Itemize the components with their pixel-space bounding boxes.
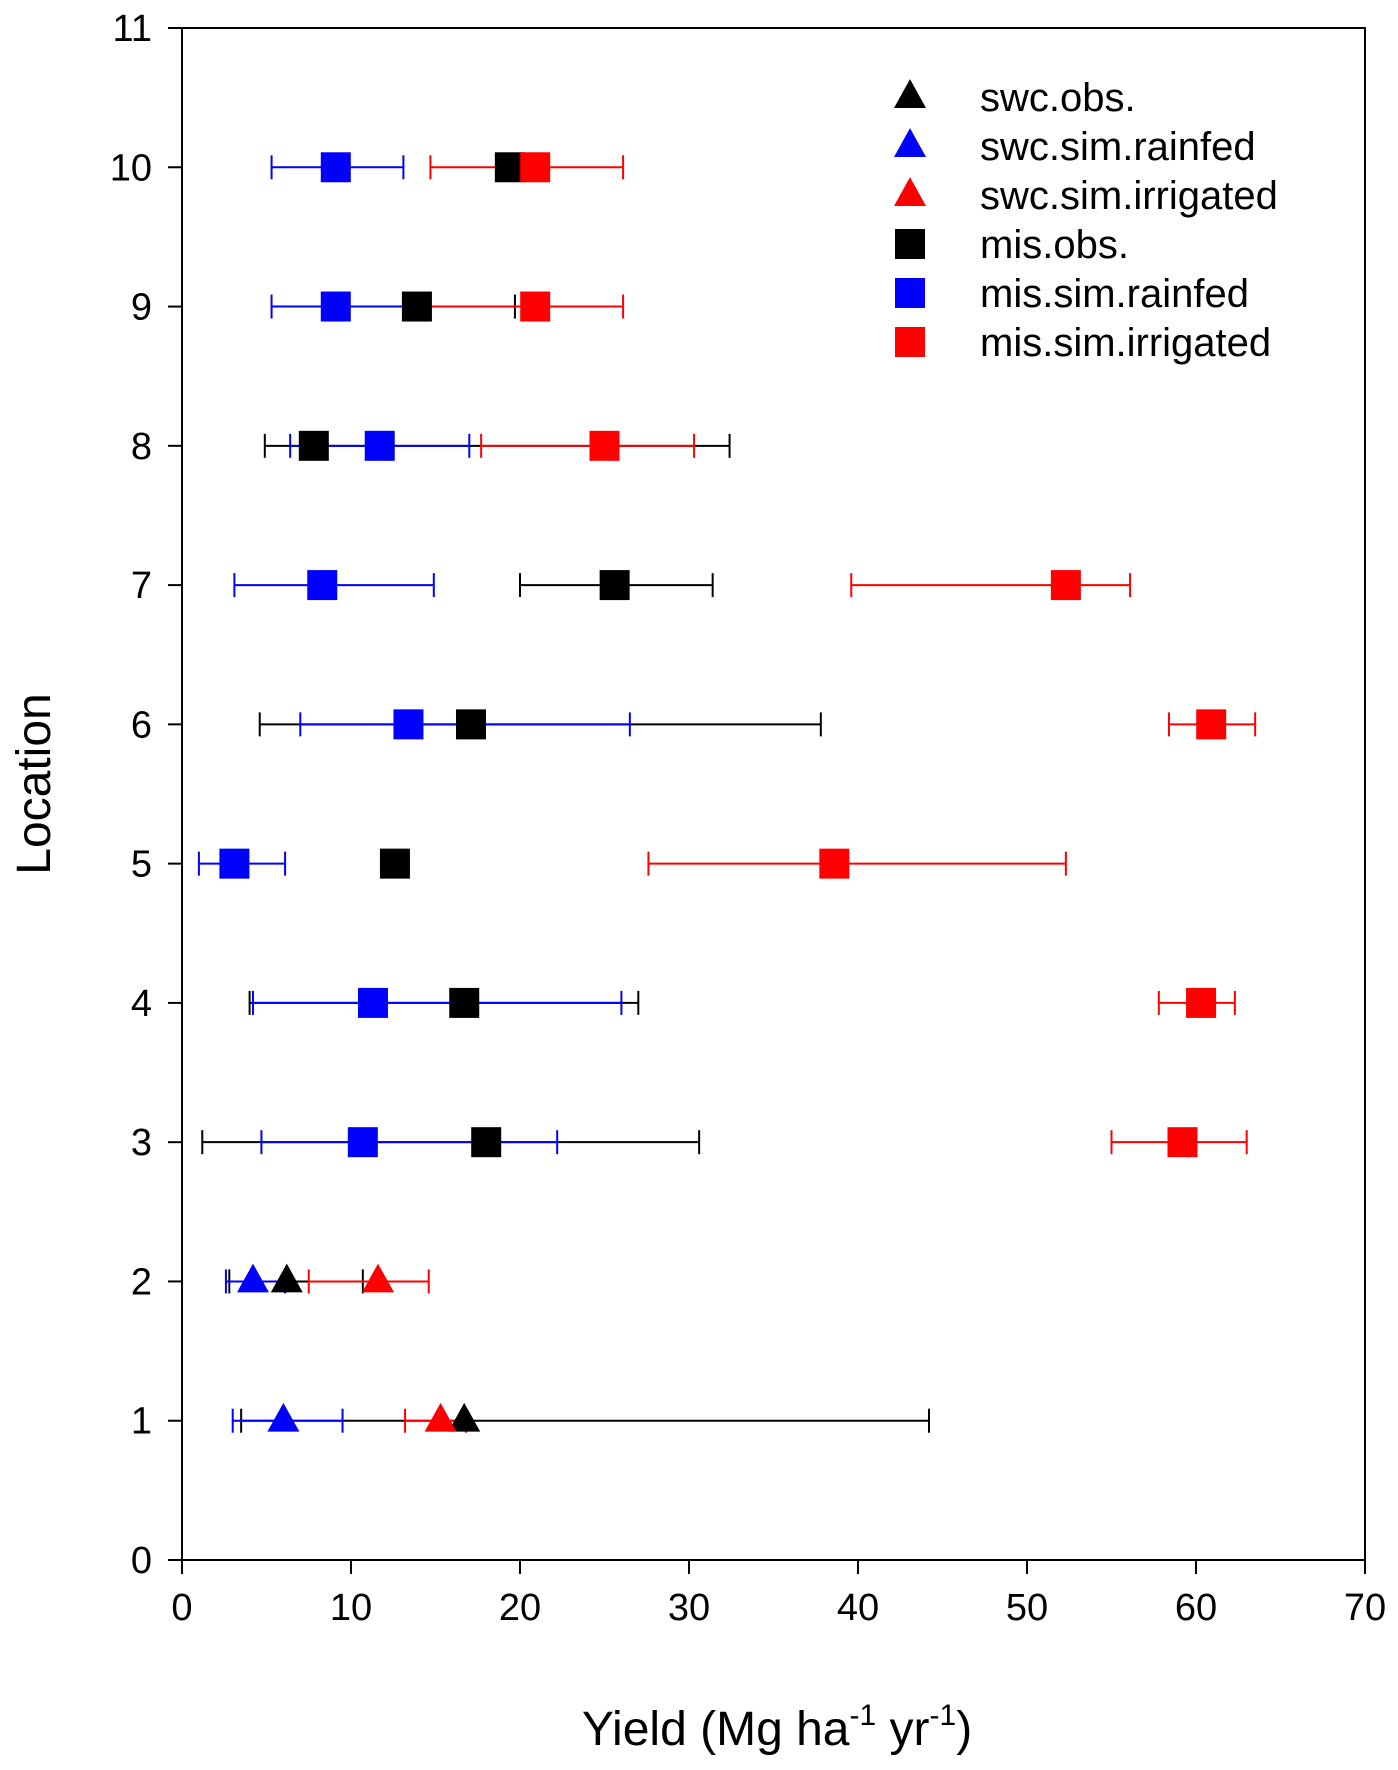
x-axis-title-mid: yr — [876, 1703, 929, 1756]
y-tick-label: 8 — [131, 426, 152, 468]
x-tick-label: 50 — [1006, 1587, 1048, 1629]
point-mis-sim-irrigated — [819, 848, 850, 879]
point-mis-sim-rainfed — [357, 987, 388, 1018]
point-mis-sim-irrigated — [1167, 1127, 1198, 1158]
x-tick-label: 0 — [171, 1587, 192, 1629]
point-mis-sim-rainfed — [219, 848, 250, 879]
x-tick-label: 40 — [837, 1587, 879, 1629]
legend-marker-mis-sim-irrigated — [895, 327, 925, 357]
point-mis-sim-rainfed — [364, 430, 395, 461]
point-swc-obs — [448, 1402, 481, 1432]
legend-marker-mis-sim-rainfed — [895, 278, 925, 308]
point-mis-sim-rainfed — [320, 291, 351, 322]
point-mis-sim-rainfed — [347, 1127, 378, 1158]
x-tick-label: 20 — [499, 1587, 541, 1629]
point-mis-sim-rainfed — [393, 709, 424, 740]
y-tick-label: 4 — [131, 983, 152, 1025]
point-mis-obs — [599, 570, 630, 601]
point-mis-obs — [401, 291, 432, 322]
point-mis-obs — [449, 987, 480, 1018]
y-tick-label: 2 — [131, 1261, 152, 1303]
point-mis-obs — [298, 430, 329, 461]
legend-label-mis-obs: mis.obs. — [980, 223, 1129, 267]
legend-marker-swc-obs — [894, 79, 926, 108]
y-axis-title: Location — [8, 693, 61, 874]
y-axis-ticks: 0 1 2 3 4 5 6 7 8 9 10 11 — [110, 8, 182, 1582]
point-swc-sim-rainfed — [236, 1263, 269, 1293]
legend-label-mis-sim-rainfed: mis.sim.rainfed — [980, 272, 1249, 316]
legend-label-mis-sim-irrigated: mis.sim.irrigated — [980, 321, 1271, 365]
data-markers — [219, 152, 1227, 1432]
legend-label-swc-sim-rainfed: swc.sim.rainfed — [980, 125, 1256, 169]
point-swc-sim-irrigated — [362, 1263, 395, 1293]
point-mis-sim-irrigated — [589, 430, 620, 461]
legend-label-swc-sim-irrigated: swc.sim.irrigated — [980, 174, 1278, 218]
point-mis-sim-irrigated — [520, 291, 551, 322]
y-tick-label: 5 — [131, 844, 152, 886]
legend: swc.obs. swc.sim.rainfed swc.sim.irrigated… — [894, 76, 1278, 365]
point-mis-obs — [455, 709, 486, 740]
x-tick-label: 70 — [1344, 1587, 1386, 1629]
y-tick-label: 0 — [131, 1540, 152, 1582]
y-tick-label: 10 — [110, 147, 152, 189]
x-axis-title-sup2: -1 — [930, 1699, 957, 1732]
y-tick-label: 6 — [131, 704, 152, 746]
y-tick-label: 11 — [113, 8, 152, 50]
legend-marker-mis-obs — [895, 229, 925, 259]
x-axis-title: Yield (Mg ha-1 yr-1) — [582, 1699, 972, 1756]
point-mis-sim-irrigated — [520, 152, 551, 183]
plot-frame — [181, 27, 1366, 1561]
point-mis-sim-irrigated — [1050, 570, 1081, 601]
point-mis-sim-rainfed — [320, 152, 351, 183]
legend-marker-swc-sim-rainfed — [894, 128, 926, 157]
point-mis-obs — [379, 848, 410, 879]
point-mis-obs — [494, 152, 525, 183]
point-swc-sim-rainfed — [267, 1402, 300, 1432]
legend-marker-swc-sim-irrigated — [894, 177, 926, 206]
point-mis-sim-irrigated — [1186, 987, 1217, 1018]
y-tick-label: 3 — [131, 1122, 152, 1164]
y-tick-label: 9 — [131, 287, 152, 329]
x-tick-label: 60 — [1175, 1587, 1217, 1629]
x-axis-title-main: Yield (Mg ha — [582, 1703, 850, 1756]
point-swc-obs — [270, 1263, 303, 1293]
x-tick-label: 10 — [330, 1587, 372, 1629]
point-mis-sim-irrigated — [1196, 709, 1227, 740]
x-tick-label: 30 — [668, 1587, 710, 1629]
point-mis-obs — [471, 1127, 502, 1158]
y-tick-label: 1 — [131, 1401, 152, 1443]
point-swc-sim-irrigated — [424, 1402, 457, 1432]
x-axis-ticks: 0 10 20 30 40 50 60 70 — [171, 1560, 1386, 1629]
x-axis-title-end: ) — [956, 1703, 972, 1756]
point-mis-sim-rainfed — [307, 570, 338, 601]
x-axis-title-sup1: -1 — [850, 1699, 877, 1732]
y-tick-label: 7 — [131, 565, 152, 607]
legend-label-swc-obs: swc.obs. — [980, 76, 1136, 120]
